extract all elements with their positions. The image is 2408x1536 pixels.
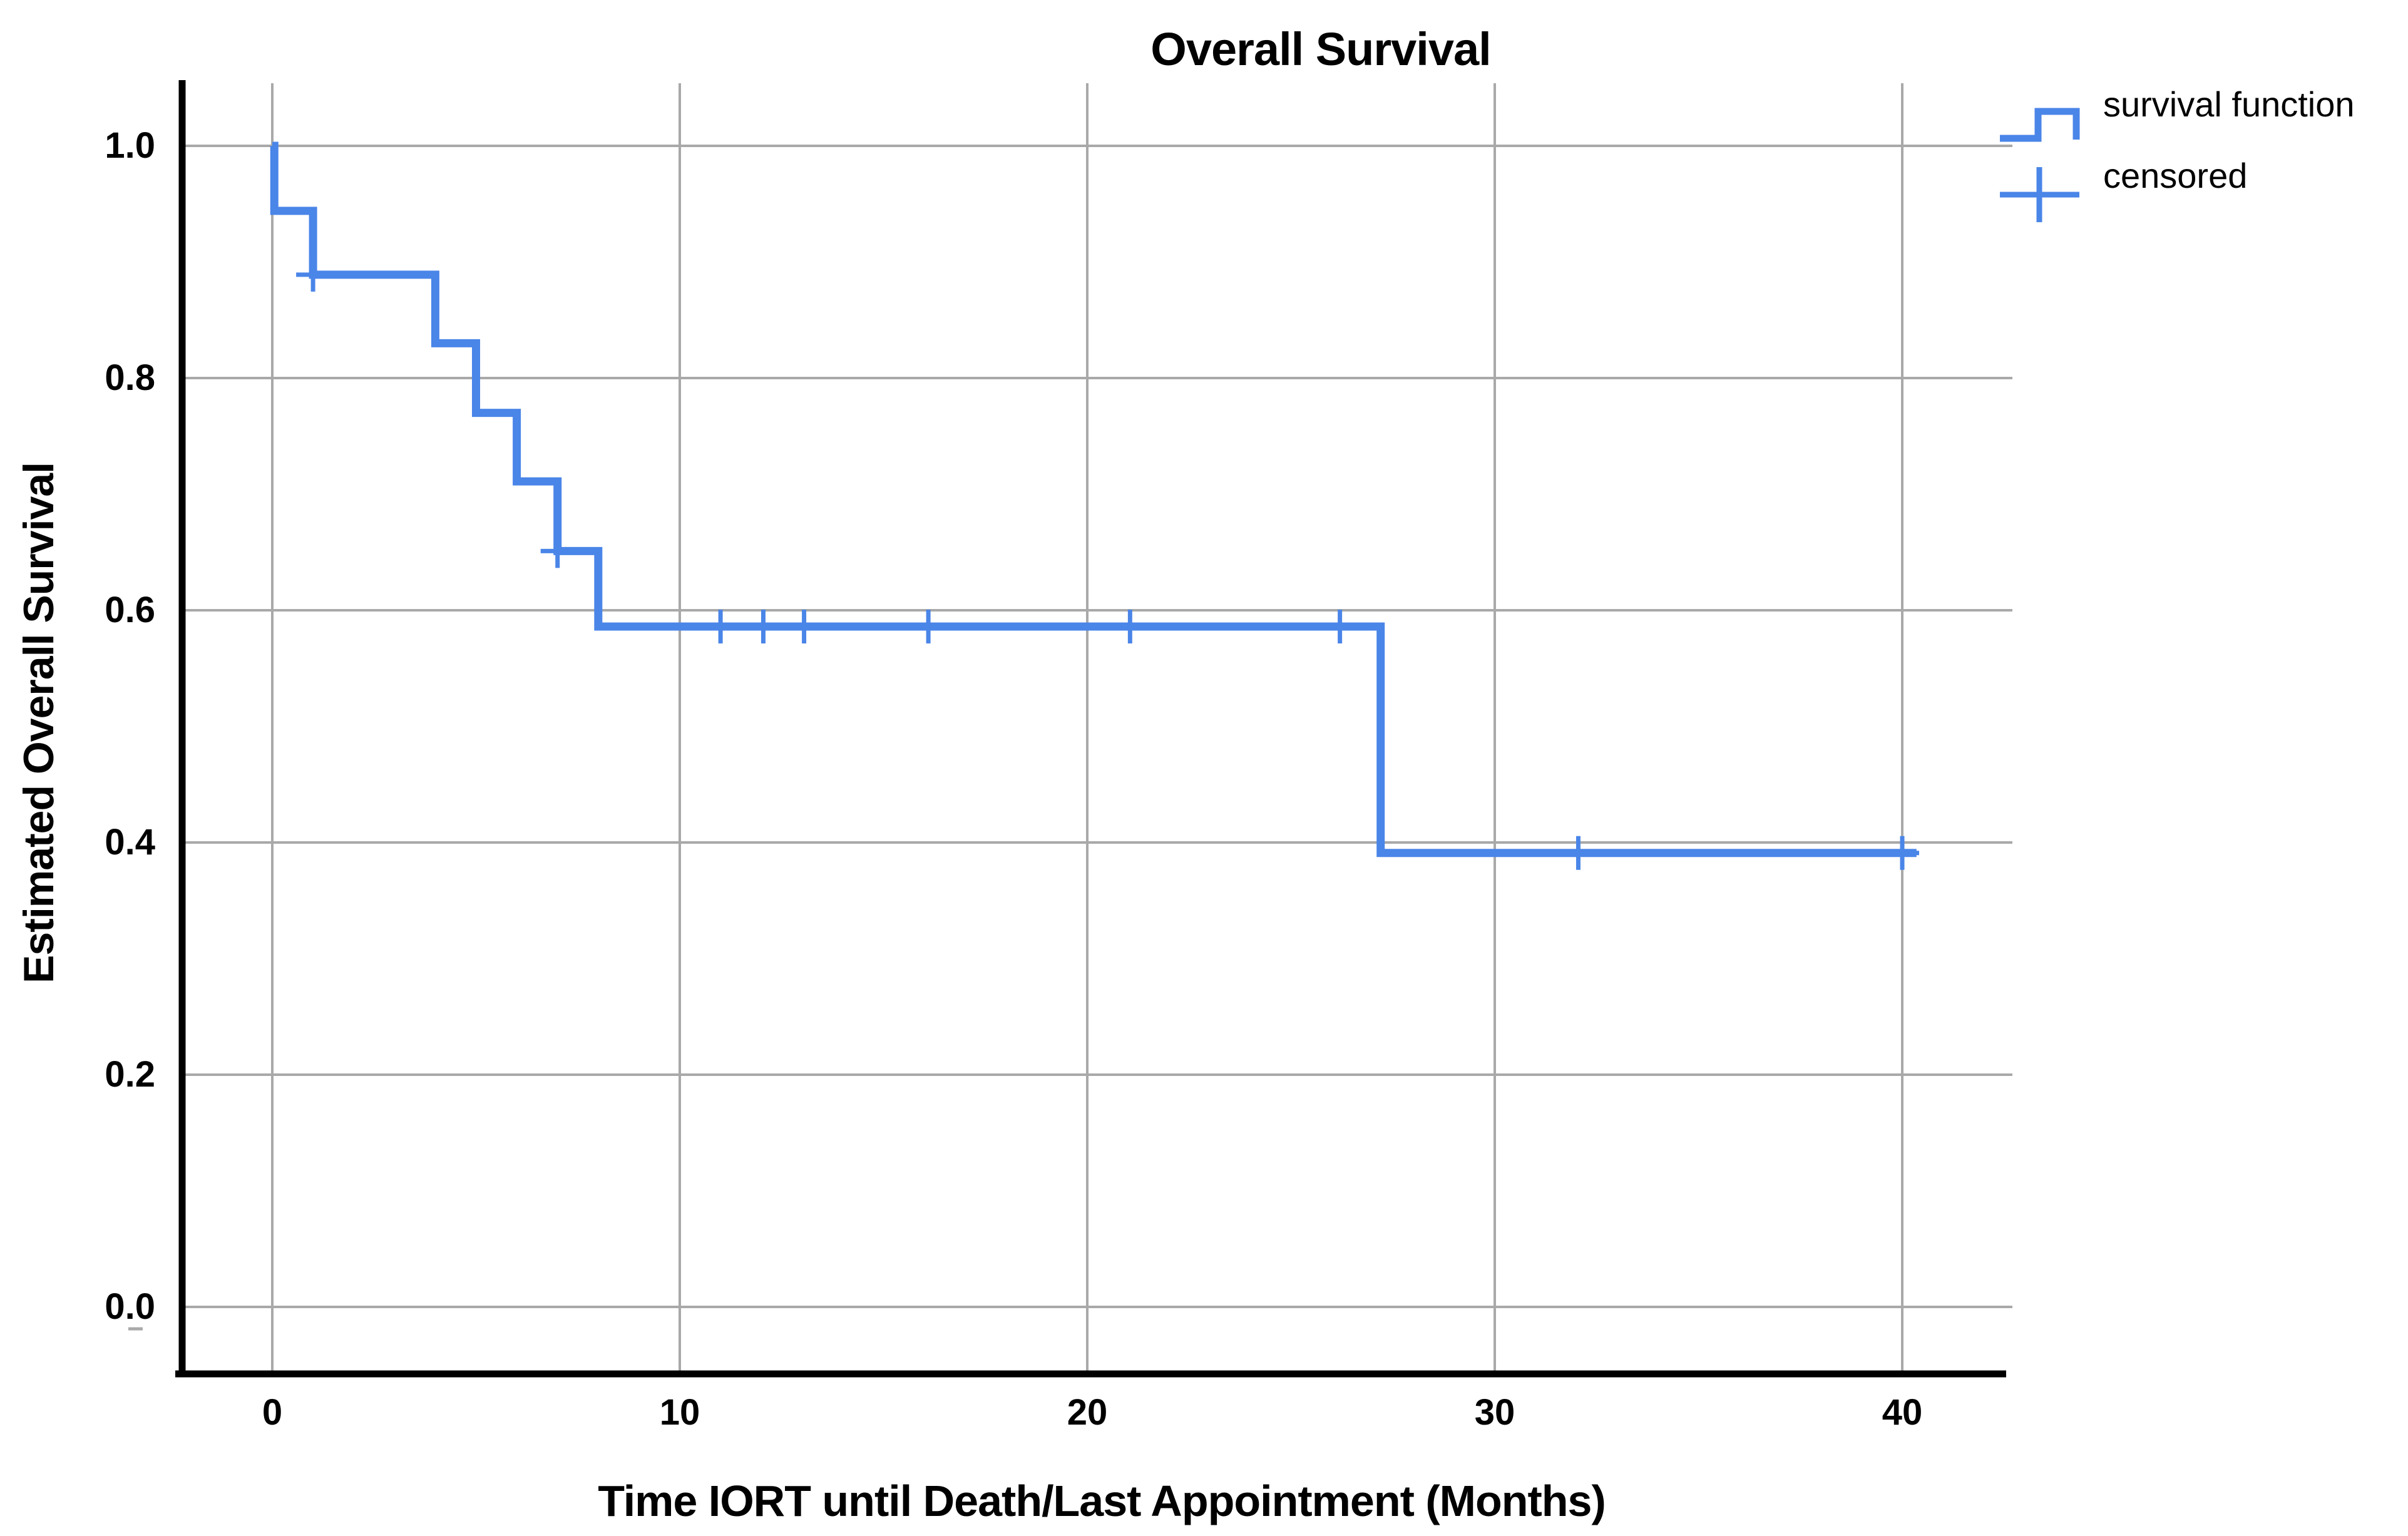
x-tick-label-40: 40 xyxy=(1882,1392,1923,1433)
y-tick-label-0.0: 0.0 xyxy=(105,1286,155,1327)
censored-plus-icon xyxy=(2000,167,2079,222)
y-tick-label-0.2: 0.2 xyxy=(105,1054,155,1095)
x-tick-label-0: 0 xyxy=(262,1392,283,1433)
y-tick-label-0.8: 0.8 xyxy=(105,357,155,398)
censor-mark xyxy=(1113,609,1147,643)
censor-mark xyxy=(1561,836,1596,870)
x-tick-label-10: 10 xyxy=(659,1392,700,1433)
x-tick-label-20: 20 xyxy=(1067,1392,1108,1433)
censor-mark xyxy=(540,534,575,568)
legend-item-survival-function: survival function xyxy=(2103,84,2355,124)
survival-function-step-line-icon xyxy=(2000,108,2080,142)
x-axis-title: Time IORT until Death/Last Appointment (… xyxy=(598,1477,1606,1525)
y-tick-label-0.6: 0.6 xyxy=(105,590,155,630)
chart-title: Overall Survival xyxy=(1150,23,1491,75)
gridlines xyxy=(128,83,2012,1374)
censor-mark xyxy=(296,257,330,292)
censor-mark xyxy=(746,609,781,643)
censor-mark xyxy=(704,609,738,643)
censor-mark xyxy=(1323,609,1357,643)
y-axis-title: Estimated Overall Survival xyxy=(15,463,63,983)
censor-mark xyxy=(1885,836,1919,870)
censor-marks-group xyxy=(296,257,1919,870)
axes xyxy=(175,80,2006,1378)
y-tick-label-1.0: 1.0 xyxy=(105,125,155,166)
survival-curve-group xyxy=(270,141,1917,858)
legend-item-censored: censored xyxy=(2103,156,2248,195)
censor-mark xyxy=(911,609,946,643)
survival-curve xyxy=(270,141,1917,858)
legend-glyphs xyxy=(2000,108,2080,222)
censor-mark xyxy=(787,609,821,643)
y-tick-label-0.4: 0.4 xyxy=(105,822,155,863)
x-tick-label-30: 30 xyxy=(1474,1392,1515,1433)
